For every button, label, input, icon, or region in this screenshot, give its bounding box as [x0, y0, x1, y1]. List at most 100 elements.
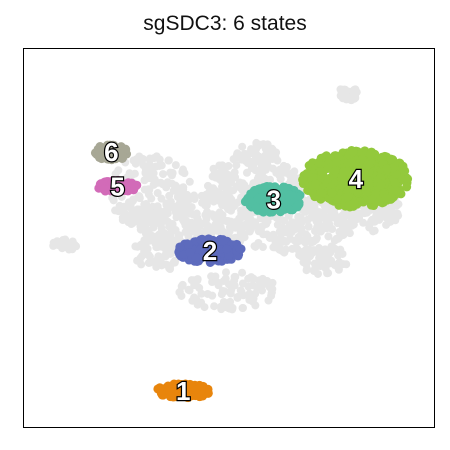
background-cell-point	[168, 203, 176, 211]
background-cell-point	[193, 213, 201, 221]
background-cell-point	[155, 239, 163, 247]
background-cell-point	[172, 161, 180, 169]
background-cell-point	[302, 260, 310, 268]
background-cell-point	[215, 281, 223, 289]
background-cell-point	[267, 292, 275, 300]
background-cell-point	[238, 227, 246, 235]
background-cell-point	[281, 226, 289, 234]
background-cell-point	[153, 203, 161, 211]
cluster-4-point	[327, 188, 336, 197]
cluster-5-point	[123, 186, 132, 195]
cluster-2-point	[222, 245, 231, 254]
cluster-4-point	[400, 166, 409, 175]
cluster-3-point	[254, 194, 263, 203]
background-cell-point	[251, 301, 259, 309]
background-cell-point	[174, 211, 182, 219]
background-cell-point	[196, 220, 204, 228]
background-cell-point	[142, 169, 150, 177]
cluster-label-5: 5	[110, 171, 124, 201]
background-cell-point	[140, 247, 148, 255]
background-cell-point	[382, 221, 390, 229]
background-cell-point	[218, 211, 226, 219]
cluster-3-point	[293, 202, 302, 211]
background-cell-point	[148, 214, 156, 222]
cluster-4-point	[331, 166, 340, 175]
background-cell-point	[341, 88, 349, 96]
background-cell-point	[359, 219, 367, 227]
cluster-1-point	[197, 382, 206, 391]
background-cell-point	[324, 269, 332, 277]
cluster-4-point	[391, 179, 400, 188]
background-cell-point	[347, 217, 355, 225]
background-cell-point	[268, 145, 276, 153]
cluster-4-point	[381, 194, 390, 203]
background-cell-point	[236, 183, 244, 191]
cluster-4-point	[366, 150, 375, 159]
background-cell-point	[131, 170, 139, 178]
background-cell-point	[313, 217, 321, 225]
background-cell-point	[252, 145, 260, 153]
background-cell-point	[257, 171, 265, 179]
background-cell-point	[179, 196, 187, 204]
background-cell-point	[154, 254, 162, 262]
background-cell-point	[111, 206, 119, 214]
cluster-4-point	[314, 158, 323, 167]
background-cell-point	[251, 290, 259, 298]
cluster-label-2: 2	[203, 236, 217, 266]
background-cell-point	[347, 95, 355, 103]
cluster-4-point	[350, 199, 359, 208]
background-cell-point	[339, 250, 347, 258]
background-cell-point	[140, 236, 148, 244]
background-cell-point	[215, 161, 223, 169]
background-cell-point	[191, 195, 199, 203]
background-cell-point	[188, 297, 196, 305]
background-cell-point	[301, 238, 309, 246]
background-cell-point	[275, 171, 283, 179]
background-cell-point	[138, 155, 146, 163]
background-cell-point	[311, 227, 319, 235]
background-cell-point	[319, 247, 327, 255]
background-cell-point	[143, 206, 151, 214]
background-cell-point	[314, 270, 322, 278]
background-cell-point	[249, 275, 257, 283]
background-cell-point	[180, 218, 188, 226]
background-cell-point	[220, 201, 228, 209]
background-cell-point	[212, 172, 220, 180]
background-cell-point	[197, 290, 205, 298]
background-cell-point	[120, 203, 128, 211]
cluster-label-4: 4	[349, 164, 364, 194]
background-cell-point	[231, 168, 239, 176]
background-cell-point	[293, 239, 301, 247]
background-cell-point	[371, 227, 379, 235]
background-cell-point	[321, 205, 329, 213]
background-cell-point	[222, 193, 230, 201]
background-cell-point	[333, 213, 341, 221]
background-cell-point	[186, 178, 194, 186]
background-cell-point	[65, 246, 73, 254]
cluster-2-point	[186, 248, 195, 257]
cluster-2-point	[235, 244, 244, 253]
background-cell-point	[158, 261, 166, 269]
background-cell-point	[211, 273, 219, 281]
background-cell-point	[319, 225, 327, 233]
background-cell-point	[179, 166, 187, 174]
background-cell-point	[207, 224, 215, 232]
background-cell-point	[188, 276, 196, 284]
background-cell-point	[210, 302, 218, 310]
background-cell-point	[126, 211, 134, 219]
background-cell-point	[162, 183, 170, 191]
cluster-3-point	[285, 190, 294, 199]
background-cell-point	[232, 200, 240, 208]
background-cell-point	[200, 303, 208, 311]
background-cell-point	[299, 250, 307, 258]
cluster-4-point	[308, 188, 317, 197]
background-cell-point	[282, 238, 290, 246]
background-cell-point	[210, 213, 218, 221]
background-cell-point	[159, 170, 167, 178]
background-cell-point	[209, 197, 217, 205]
background-cell-point	[238, 269, 246, 277]
background-cell-point	[146, 155, 154, 163]
cluster-4-point	[402, 182, 411, 191]
cluster-4-point	[317, 167, 326, 176]
background-cell-point	[268, 285, 276, 293]
